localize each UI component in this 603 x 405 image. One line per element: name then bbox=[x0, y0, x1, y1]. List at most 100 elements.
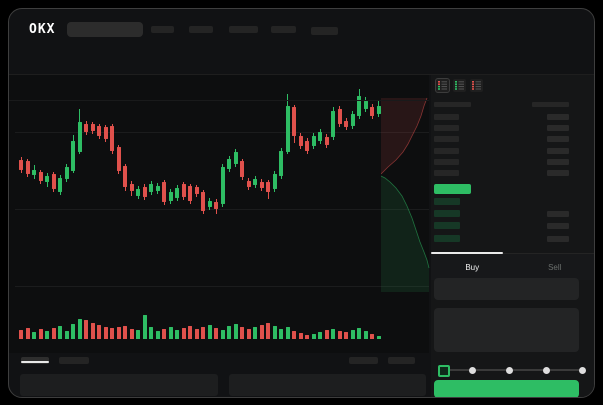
chart-gridline bbox=[15, 132, 429, 133]
volume-bar bbox=[162, 329, 166, 339]
volume-bar bbox=[272, 326, 277, 339]
slider-stop[interactable] bbox=[579, 367, 586, 374]
ob-last-price[interactable] bbox=[434, 184, 471, 194]
order-book-bids-icon[interactable] bbox=[453, 79, 466, 92]
volume-bar bbox=[376, 336, 381, 339]
candle-body bbox=[227, 159, 231, 169]
ask-price-placeholder[interactable] bbox=[434, 158, 459, 165]
candle-body bbox=[363, 101, 368, 109]
candle-body bbox=[155, 186, 160, 191]
volume-bar bbox=[194, 329, 199, 339]
candle-body bbox=[285, 106, 290, 152]
amount-input[interactable] bbox=[434, 308, 579, 352]
volume-bar bbox=[324, 330, 329, 339]
search-input[interactable] bbox=[67, 22, 143, 37]
price-input[interactable] bbox=[434, 278, 579, 300]
candle-body bbox=[253, 179, 257, 185]
slider-handle[interactable] bbox=[438, 365, 450, 377]
price-chart-region[interactable] bbox=[9, 75, 430, 353]
ask-amount-placeholder bbox=[547, 136, 569, 143]
ask-price-placeholder[interactable] bbox=[434, 114, 459, 120]
volume-bar bbox=[188, 326, 192, 339]
volume-bar bbox=[292, 331, 296, 339]
volume-bar bbox=[45, 331, 49, 339]
candle-body bbox=[214, 202, 218, 209]
volume-bar bbox=[233, 324, 238, 339]
candle-body bbox=[84, 124, 88, 132]
volume-bar bbox=[51, 328, 56, 339]
volume-bar bbox=[175, 330, 179, 339]
buy-tab-indicator bbox=[431, 252, 503, 254]
header-right-item[interactable] bbox=[311, 27, 338, 35]
ask-amount-placeholder bbox=[547, 125, 569, 132]
volume-bar bbox=[214, 328, 218, 339]
volume-bar bbox=[181, 328, 186, 339]
candle-body bbox=[71, 141, 75, 171]
volume-bar bbox=[103, 327, 108, 339]
ask-amount-placeholder bbox=[547, 170, 569, 176]
candle-body bbox=[376, 106, 381, 114]
volume-bar bbox=[25, 328, 30, 339]
candle-body bbox=[357, 96, 361, 116]
ask-price-placeholder[interactable] bbox=[434, 136, 459, 143]
candle-body bbox=[220, 167, 225, 204]
slider-stop[interactable] bbox=[506, 367, 513, 374]
candle-body bbox=[116, 147, 121, 171]
nav-item-placeholder[interactable] bbox=[271, 26, 296, 33]
candle-body bbox=[77, 122, 82, 152]
volume-bar bbox=[337, 331, 342, 339]
submit-order-button[interactable] bbox=[434, 380, 579, 397]
ask-price-placeholder[interactable] bbox=[434, 147, 459, 154]
candle-body bbox=[38, 172, 43, 181]
chart-gridline bbox=[15, 286, 429, 287]
bid-price-placeholder[interactable] bbox=[434, 210, 460, 218]
order-book-asks-icon[interactable] bbox=[470, 79, 483, 92]
ask-price-placeholder[interactable] bbox=[434, 170, 459, 176]
ask-price-placeholder[interactable] bbox=[434, 125, 459, 132]
volume-bar bbox=[90, 323, 95, 339]
order-book-combined-icon[interactable] bbox=[435, 78, 450, 93]
volume-bar bbox=[201, 327, 205, 339]
bid-price-placeholder[interactable] bbox=[434, 234, 460, 242]
buy-tab-label: Buy bbox=[465, 262, 480, 272]
slider-stop[interactable] bbox=[469, 367, 476, 374]
nav-item-placeholder[interactable] bbox=[229, 26, 258, 33]
volume-bar bbox=[77, 319, 82, 339]
candlestick-series bbox=[15, 89, 385, 327]
bid-price-placeholder[interactable] bbox=[434, 222, 460, 230]
tab-placeholder[interactable] bbox=[388, 357, 415, 364]
volume-bar bbox=[58, 326, 62, 339]
slider-stop[interactable] bbox=[543, 367, 550, 374]
candle-body bbox=[90, 124, 95, 131]
nav-item-placeholder[interactable] bbox=[189, 26, 213, 33]
depth-fill bbox=[381, 176, 429, 292]
candle-body bbox=[233, 152, 238, 164]
ob-header-price bbox=[434, 102, 471, 107]
tab-placeholder[interactable] bbox=[349, 357, 378, 364]
buy-tab[interactable]: Buy bbox=[431, 254, 514, 280]
candle-body bbox=[194, 187, 199, 194]
volume-bar bbox=[97, 325, 101, 339]
candle-body bbox=[331, 111, 335, 137]
candle-body bbox=[298, 136, 303, 146]
volume-bar bbox=[370, 334, 374, 339]
volume-bar bbox=[318, 332, 322, 339]
order-book-view-switch bbox=[435, 78, 483, 93]
candle-body bbox=[370, 107, 374, 116]
okx-logo: OKX bbox=[29, 22, 56, 37]
candle-body bbox=[45, 176, 49, 182]
volume-series bbox=[15, 75, 385, 353]
ask-amount-placeholder bbox=[547, 147, 569, 154]
bid-amount-placeholder bbox=[547, 223, 569, 230]
volume-bar bbox=[350, 330, 355, 339]
candle-body bbox=[168, 192, 173, 201]
sell-tab[interactable]: Sell bbox=[514, 254, 595, 280]
nav-item-placeholder[interactable] bbox=[151, 26, 174, 33]
volume-bar bbox=[155, 331, 160, 339]
candle-body bbox=[272, 174, 277, 189]
volume-bar bbox=[311, 334, 316, 339]
tab-placeholder-active[interactable] bbox=[21, 357, 49, 364]
sell-tab-label: Sell bbox=[548, 262, 562, 272]
tab-placeholder[interactable] bbox=[59, 357, 89, 364]
bid-price-placeholder[interactable] bbox=[434, 198, 460, 205]
